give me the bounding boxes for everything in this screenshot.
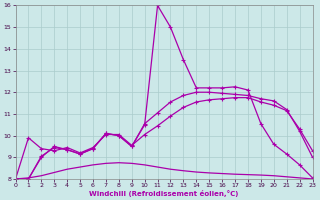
X-axis label: Windchill (Refroidissement éolien,°C): Windchill (Refroidissement éolien,°C) [89,190,239,197]
